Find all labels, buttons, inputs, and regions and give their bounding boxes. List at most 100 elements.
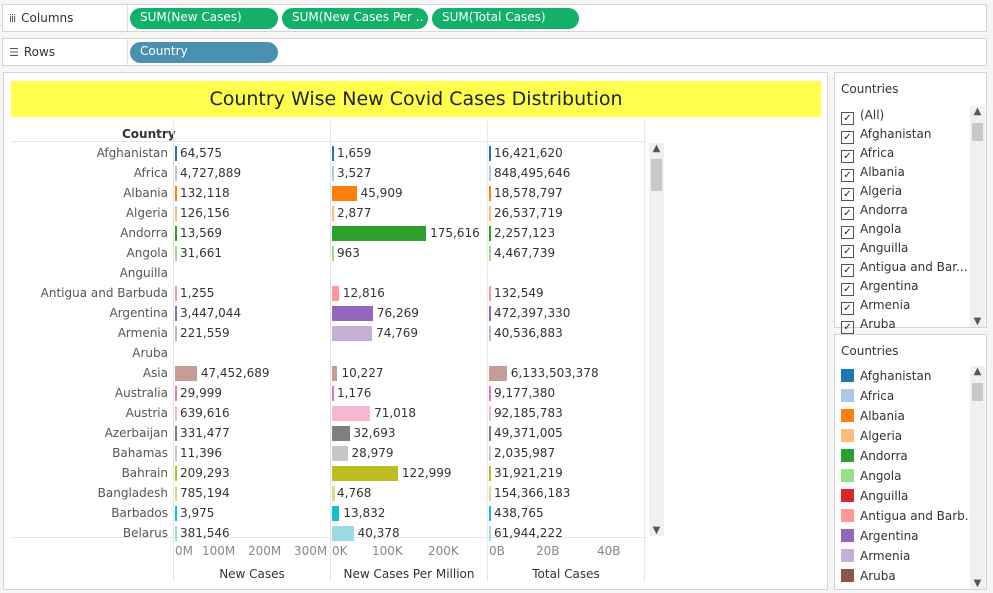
row-label[interactable]: Andorra: [120, 226, 168, 240]
checkbox-checked-icon[interactable]: ✓: [841, 283, 854, 296]
row-label[interactable]: Armenia: [117, 326, 168, 340]
checkbox-checked-icon[interactable]: ✓: [841, 112, 854, 125]
bar-mark[interactable]: [175, 186, 177, 201]
legend-item[interactable]: Armenia: [841, 549, 910, 563]
bar-mark[interactable]: [489, 386, 491, 401]
pill-sum-new-cases[interactable]: SUM(New Cases): [130, 8, 278, 29]
bar-mark[interactable]: [332, 306, 373, 321]
bar-mark[interactable]: [489, 406, 491, 421]
bar-mark[interactable]: [175, 166, 178, 181]
checkbox-checked-icon[interactable]: ✓: [841, 264, 854, 277]
bar-mark[interactable]: [489, 206, 491, 221]
bar-mark[interactable]: [489, 446, 491, 461]
filter-item[interactable]: ✓ Albania: [841, 165, 905, 182]
row-label[interactable]: Antigua and Barbuda: [40, 286, 168, 300]
bar-mark[interactable]: [175, 226, 177, 241]
bar-mark[interactable]: [332, 166, 334, 181]
scroll-thumb[interactable]: [972, 383, 983, 401]
bar-mark[interactable]: [489, 326, 491, 341]
bar-mark[interactable]: [175, 286, 177, 301]
filter-item[interactable]: ✓ Afghanistan: [841, 127, 931, 144]
bar-mark[interactable]: [175, 486, 177, 501]
bar-mark[interactable]: [489, 506, 491, 521]
filter-item[interactable]: ✓ Angola: [841, 222, 901, 239]
row-label[interactable]: Argentina: [109, 306, 168, 320]
bar-mark[interactable]: [489, 186, 491, 201]
viz-scrollbar[interactable]: ▲ ▼: [649, 143, 664, 536]
bar-mark[interactable]: [489, 286, 491, 301]
bar-mark[interactable]: [332, 226, 427, 241]
pill-sum-total-cases[interactable]: SUM(Total Cases): [432, 8, 579, 29]
bar-mark[interactable]: [332, 426, 350, 441]
legend-scrollbar[interactable]: ▲ ▼: [970, 366, 985, 589]
checkbox-checked-icon[interactable]: ✓: [841, 321, 854, 334]
bar-mark[interactable]: [332, 506, 340, 521]
bar-mark[interactable]: [332, 466, 398, 481]
bar-mark[interactable]: [175, 146, 177, 161]
bar-mark[interactable]: [332, 366, 338, 381]
bar-mark[interactable]: [175, 206, 177, 221]
bar-mark[interactable]: [332, 406, 371, 421]
legend-item[interactable]: Africa: [841, 389, 894, 403]
filter-item[interactable]: ✓ Algeria: [841, 184, 902, 201]
row-label[interactable]: Albania: [123, 186, 168, 200]
row-label[interactable]: Asia: [142, 366, 168, 380]
row-label[interactable]: Belarus: [122, 526, 168, 540]
bar-mark[interactable]: [489, 226, 491, 241]
legend-item[interactable]: Angola: [841, 469, 901, 483]
bar-mark[interactable]: [175, 426, 177, 441]
bar-mark[interactable]: [175, 386, 177, 401]
bar-mark[interactable]: [332, 246, 334, 261]
checkbox-checked-icon[interactable]: ✓: [841, 245, 854, 258]
bar-mark[interactable]: [489, 166, 492, 181]
legend-item[interactable]: Anguilla: [841, 489, 908, 503]
bar-mark[interactable]: [489, 246, 491, 261]
pill-country[interactable]: Country: [130, 42, 278, 63]
filter-item[interactable]: ✓ (All): [841, 108, 884, 125]
bar-mark[interactable]: [175, 326, 177, 341]
row-label[interactable]: Africa: [133, 166, 168, 180]
legend-item[interactable]: Aruba: [841, 569, 896, 583]
scroll-up-icon[interactable]: ▲: [652, 143, 661, 154]
checkbox-checked-icon[interactable]: ✓: [841, 302, 854, 315]
bar-mark[interactable]: [489, 306, 491, 321]
scroll-down-icon[interactable]: ▼: [973, 578, 982, 589]
bar-mark[interactable]: [489, 426, 491, 441]
row-label[interactable]: Aruba: [132, 346, 168, 360]
filter-item[interactable]: ✓ Andorra: [841, 203, 908, 220]
bar-mark[interactable]: [332, 486, 335, 501]
bar-mark[interactable]: [175, 406, 177, 421]
checkbox-checked-icon[interactable]: ✓: [841, 226, 854, 239]
filter-item[interactable]: ✓ Argentina: [841, 279, 919, 296]
scroll-down-icon[interactable]: ▼: [973, 316, 982, 327]
row-label[interactable]: Australia: [114, 386, 168, 400]
bar-mark[interactable]: [489, 466, 491, 481]
bar-mark[interactable]: [332, 526, 354, 541]
pill-sum-new-cases-per-million[interactable]: SUM(New Cases Per ..: [282, 8, 428, 29]
legend-item[interactable]: Antigua and Barb..: [841, 509, 972, 523]
checkbox-checked-icon[interactable]: ✓: [841, 207, 854, 220]
bar-mark[interactable]: [175, 306, 177, 321]
bar-mark[interactable]: [332, 326, 373, 341]
row-label[interactable]: Bahamas: [112, 446, 168, 460]
bar-mark[interactable]: [489, 526, 491, 541]
legend-item[interactable]: Albania: [841, 409, 905, 423]
bar-mark[interactable]: [332, 146, 334, 161]
bar-mark[interactable]: [332, 206, 334, 221]
bar-mark[interactable]: [175, 526, 177, 541]
checkbox-checked-icon[interactable]: ✓: [841, 131, 854, 144]
row-label[interactable]: Austria: [125, 406, 168, 420]
scroll-thumb[interactable]: [972, 123, 983, 141]
bar-mark[interactable]: [175, 466, 177, 481]
bar-mark[interactable]: [332, 386, 334, 401]
bar-mark[interactable]: [175, 446, 177, 461]
filter-scrollbar[interactable]: ▲ ▼: [970, 106, 985, 327]
legend-item[interactable]: Andorra: [841, 449, 908, 463]
bar-mark[interactable]: [489, 486, 491, 501]
scroll-thumb[interactable]: [651, 159, 662, 191]
scroll-up-icon[interactable]: ▲: [973, 106, 982, 117]
checkbox-checked-icon[interactable]: ✓: [841, 169, 854, 182]
row-label[interactable]: Bahrain: [121, 466, 168, 480]
row-label[interactable]: Anguilla: [119, 266, 168, 280]
checkbox-checked-icon[interactable]: ✓: [841, 188, 854, 201]
